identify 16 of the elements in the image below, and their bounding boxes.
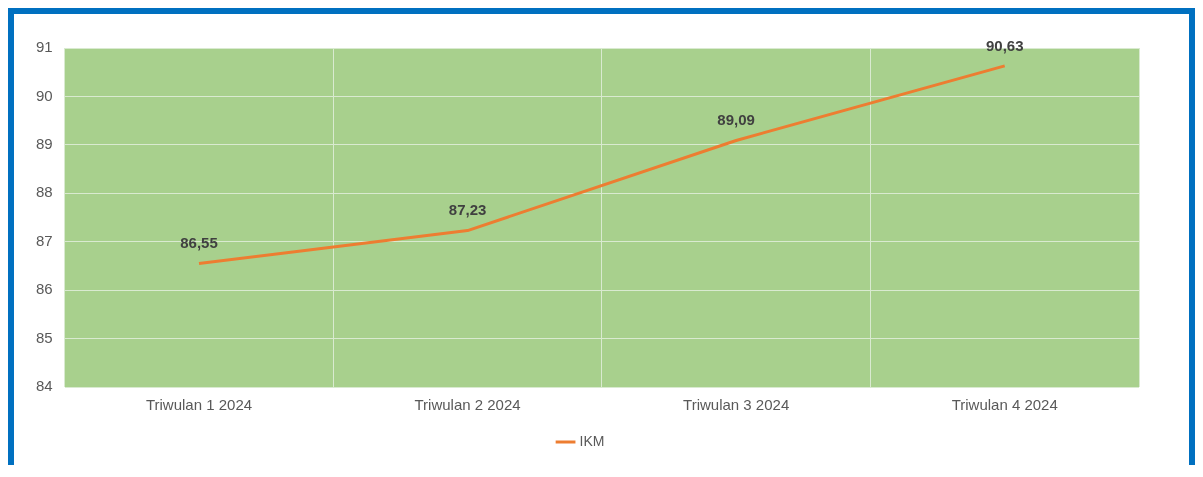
x-tick-label: Triwulan 3 2024 (683, 396, 790, 414)
x-tick-label: Triwulan 4 2024 (951, 396, 1058, 414)
y-tick-label: 87 (36, 231, 53, 249)
y-tick-label: 88 (36, 183, 53, 201)
data-label: 86,55 (180, 234, 218, 252)
data-label: 89,09 (717, 111, 755, 129)
y-tick-label: 89 (36, 135, 53, 152)
x-tick-label: Triwulan 1 2024 (145, 396, 253, 414)
data-label: 87,23 (448, 201, 487, 219)
y-tick-label: 86 (36, 280, 53, 298)
y-tick-label: 84 (36, 377, 53, 395)
legend-label: IKM (579, 432, 605, 449)
y-tick-label: 85 (36, 328, 53, 346)
y-tick-label: 91 (36, 38, 53, 56)
x-tick-label: Triwulan 2 2024 (414, 396, 521, 414)
y-tick-label: 90 (36, 86, 53, 104)
